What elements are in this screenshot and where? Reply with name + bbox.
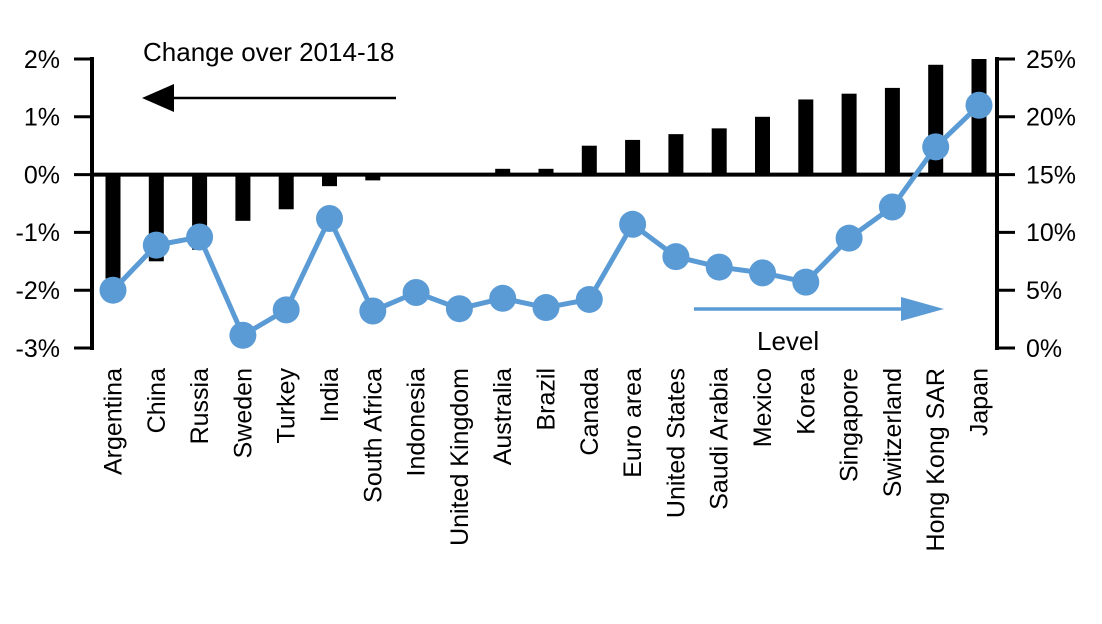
line-marker bbox=[489, 284, 517, 312]
line-marker bbox=[792, 268, 820, 296]
right-axis-tick-label: 0% bbox=[1026, 335, 1062, 363]
line-marker bbox=[359, 297, 387, 325]
right-axis: 25% 20% 15% 10% 5% 0% bbox=[997, 46, 1076, 363]
line-marker bbox=[835, 224, 863, 252]
bar bbox=[798, 99, 814, 175]
bar bbox=[755, 116, 770, 175]
category-label: Japan bbox=[966, 368, 994, 436]
category-label: Canada bbox=[576, 368, 604, 456]
bar bbox=[625, 139, 641, 175]
right-series-title: Level bbox=[757, 326, 819, 356]
category-label: Hong Kong SAR bbox=[922, 368, 950, 551]
category-label: Korea bbox=[792, 368, 820, 435]
category-label: India bbox=[316, 368, 344, 422]
line-marker bbox=[402, 279, 430, 307]
right-axis-tick-label: 20% bbox=[1026, 104, 1076, 132]
line-marker bbox=[316, 205, 343, 233]
left-axis-tick-label: 0% bbox=[24, 161, 60, 189]
bar bbox=[581, 145, 597, 175]
category-label: Turkey bbox=[273, 368, 301, 444]
level-line-series bbox=[99, 91, 993, 349]
left-axis-tick-label: -1% bbox=[16, 219, 60, 247]
line-marker bbox=[619, 210, 647, 238]
right-axis-tick-label: 25% bbox=[1026, 46, 1076, 74]
bar bbox=[105, 174, 121, 279]
left-series-title: Change over 2014-18 bbox=[143, 37, 395, 67]
bar bbox=[884, 87, 900, 175]
category-label: Switzerland bbox=[879, 368, 907, 497]
line-marker bbox=[532, 294, 560, 322]
right-arrow-icon bbox=[694, 297, 944, 321]
line-marker bbox=[749, 259, 776, 287]
category-label: Brazil bbox=[533, 368, 561, 431]
category-label: Argentina bbox=[100, 368, 128, 475]
bar bbox=[278, 174, 294, 210]
line-marker bbox=[99, 276, 127, 304]
category-label: Sweden bbox=[229, 368, 257, 458]
category-label: Russia bbox=[186, 368, 214, 445]
right-axis-tick-label: 15% bbox=[1026, 161, 1076, 189]
right-axis-tick-label: 5% bbox=[1026, 277, 1062, 305]
category-label: China bbox=[143, 368, 171, 433]
left-axis-tick-label: 2% bbox=[24, 46, 60, 74]
line-marker bbox=[705, 253, 733, 281]
line-marker bbox=[878, 193, 906, 221]
bar bbox=[711, 128, 727, 175]
category-label: Mexico bbox=[749, 368, 777, 447]
line-marker bbox=[272, 296, 300, 324]
line-marker bbox=[922, 133, 950, 161]
category-label: United States bbox=[662, 368, 690, 518]
left-arrow-icon bbox=[142, 84, 396, 112]
bar bbox=[235, 174, 251, 221]
line-marker bbox=[186, 223, 214, 251]
bar bbox=[841, 93, 857, 175]
line-marker bbox=[229, 321, 257, 349]
line-marker bbox=[142, 231, 170, 259]
left-axis-tick-label: -3% bbox=[16, 335, 60, 363]
line-marker bbox=[662, 243, 690, 271]
category-label: Saudi Arabia bbox=[706, 368, 734, 510]
bar bbox=[495, 168, 511, 175]
category-axis-labels: Argentina China Russia Sweden Turkey India Sou… bbox=[100, 368, 994, 552]
bar bbox=[322, 174, 337, 187]
category-label: United Kingdom bbox=[446, 368, 474, 546]
bar bbox=[365, 174, 381, 181]
category-label: South Africa bbox=[359, 368, 387, 503]
line-marker bbox=[965, 91, 993, 119]
line-marker bbox=[445, 295, 473, 323]
bar bbox=[668, 134, 684, 175]
left-axis-tick-label: 1% bbox=[24, 104, 60, 132]
right-axis-tick-label: 10% bbox=[1026, 219, 1076, 247]
bar bbox=[538, 168, 554, 175]
category-label: Singapore bbox=[836, 368, 864, 482]
category-label: Australia bbox=[489, 368, 517, 465]
category-label: Indonesia bbox=[403, 368, 431, 477]
line-marker bbox=[575, 285, 603, 313]
left-axis-tick-label: -2% bbox=[16, 277, 60, 305]
category-label: Euro area bbox=[619, 368, 647, 478]
left-axis: 2% 1% 0% -1% -2% -3% bbox=[16, 46, 92, 363]
